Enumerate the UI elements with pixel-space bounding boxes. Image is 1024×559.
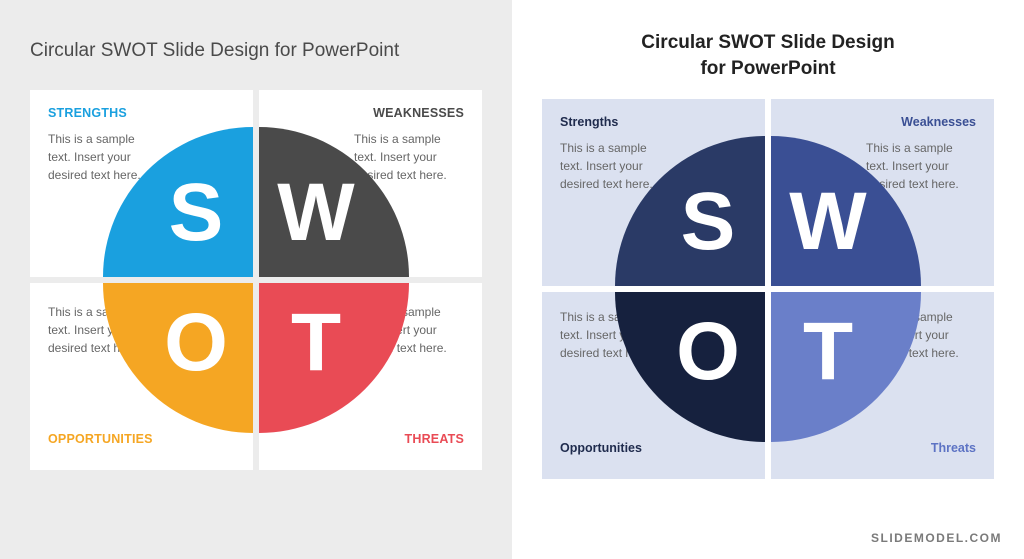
card-strengths: STRENGTHS This is a sample text. Insert … <box>30 90 253 277</box>
body-threats: This is a sample text. Insert your desir… <box>354 303 464 357</box>
header-strengths: STRENGTHS <box>48 106 235 120</box>
card-weaknesses-r: Weaknesses This is a sample text. Insert… <box>771 99 994 286</box>
body-strengths: This is a sample text. Insert your desir… <box>48 130 158 184</box>
header-weaknesses-r: Weaknesses <box>789 115 976 129</box>
title-right: Circular SWOT Slide Designfor PowerPoint <box>542 30 994 81</box>
header-strengths-r: Strengths <box>560 115 747 129</box>
quad-grid-left: STRENGTHS This is a sample text. Insert … <box>30 90 482 470</box>
title-left: Circular SWOT Slide Design for PowerPoin… <box>30 40 482 62</box>
card-threats: This is a sample text. Insert your desir… <box>259 283 482 470</box>
card-opportunities-r: This is a sample text. Insert your desir… <box>542 292 765 479</box>
body-threats-r: This is a sample text. Insert your desir… <box>866 308 976 362</box>
header-threats: THREATS <box>405 432 465 446</box>
body-weaknesses-r: This is a sample text. Insert your desir… <box>866 139 976 193</box>
panel-left: Circular SWOT Slide Design for PowerPoin… <box>0 0 512 559</box>
swot-left: STRENGTHS This is a sample text. Insert … <box>30 90 482 470</box>
card-opportunities: This is a sample text. Insert your desir… <box>30 283 253 470</box>
body-opportunities: This is a sample text. Insert your desir… <box>48 303 158 357</box>
header-threats-r: Threats <box>931 441 976 455</box>
quad-grid-right: Strengths This is a sample text. Insert … <box>542 99 994 479</box>
title-right-text: Circular SWOT Slide Designfor PowerPoint <box>641 32 894 79</box>
card-strengths-r: Strengths This is a sample text. Insert … <box>542 99 765 286</box>
header-opportunities-r: Opportunities <box>560 441 642 455</box>
card-threats-r: This is a sample text. Insert your desir… <box>771 292 994 479</box>
header-weaknesses: WEAKNESSES <box>277 106 464 120</box>
panel-right: Circular SWOT Slide Designfor PowerPoint… <box>512 0 1024 559</box>
card-weaknesses: WEAKNESSES This is a sample text. Insert… <box>259 90 482 277</box>
header-opportunities: OPPORTUNITIES <box>48 432 153 446</box>
swot-right: Strengths This is a sample text. Insert … <box>542 99 994 479</box>
body-strengths-r: This is a sample text. Insert your desir… <box>560 139 670 193</box>
body-weaknesses: This is a sample text. Insert your desir… <box>354 130 464 184</box>
footer-brand: SLIDEMODEL.COM <box>871 531 1002 545</box>
body-opportunities-r: This is a sample text. Insert your desir… <box>560 308 670 362</box>
